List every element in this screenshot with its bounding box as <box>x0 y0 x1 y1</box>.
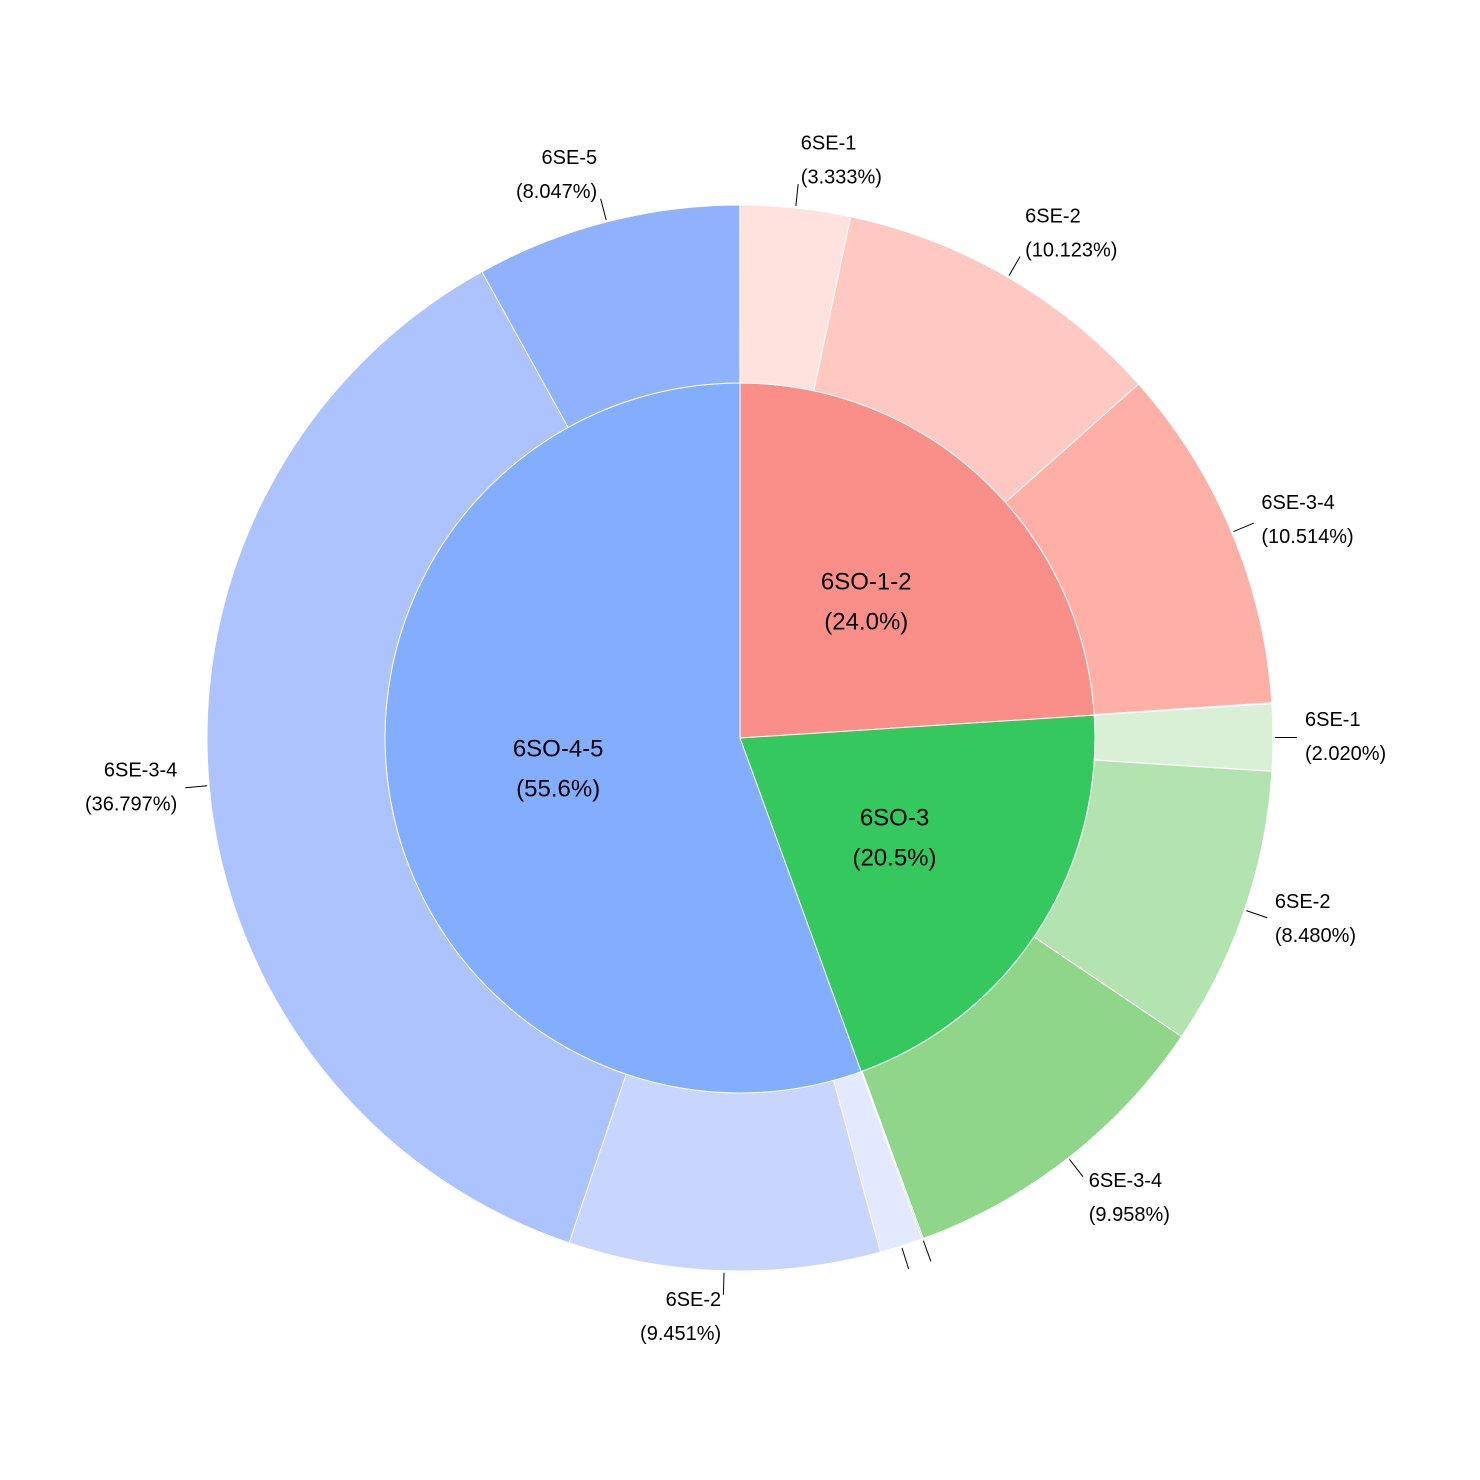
outer-slice <box>206 270 627 1244</box>
outer-value-label: (8.480%) <box>1275 925 1356 947</box>
leader-line <box>1008 256 1021 276</box>
leader-line <box>1246 910 1268 919</box>
leader-line <box>901 1247 910 1270</box>
outer-value-label: (2.020%) <box>1305 743 1386 765</box>
outer-label: 6SE-2 <box>666 1289 722 1311</box>
outer-value-label: (9.451%) <box>640 1323 721 1345</box>
outer-label: 6SE-2 <box>1025 206 1081 228</box>
inner-value-label: (55.6%) <box>516 775 600 802</box>
outer-value-label: (9.958%) <box>1089 1204 1170 1226</box>
outer-label: 6SE-3-4 <box>104 760 177 782</box>
leader-line <box>722 1272 725 1295</box>
outer-label: 6SE-1 <box>1305 709 1361 731</box>
inner-value-label: (24.0%) <box>824 609 908 636</box>
leader-line <box>600 198 607 221</box>
outer-slice <box>481 204 741 429</box>
outer-value-label: (10.514%) <box>1261 526 1353 548</box>
leader-line <box>1069 1159 1084 1178</box>
outer-label: 6SE-3-4 <box>1261 492 1334 514</box>
leader-line <box>922 1240 932 1262</box>
outer-value-label: (8.047%) <box>516 181 597 203</box>
outer-value-label: (10.123%) <box>1025 240 1117 262</box>
outer-label: 6SE-3-4 <box>1089 1170 1162 1192</box>
outer-slice <box>1093 703 1274 772</box>
leader-line <box>185 785 208 789</box>
outer-value-label: (36.797%) <box>85 794 177 816</box>
inner-label: 6SO-1-2 <box>821 569 912 596</box>
outer-label: 6SE-2 <box>1275 891 1331 913</box>
inner-label: 6SO-3 <box>860 804 929 831</box>
outer-value-label: (3.333%) <box>801 166 882 188</box>
leader-line <box>795 183 799 206</box>
outer-label: 6SE-1 <box>801 132 857 154</box>
inner-label: 6SO-4-5 <box>513 735 604 762</box>
leader-line <box>1233 522 1255 532</box>
outer-slice <box>1004 383 1273 716</box>
inner-value-label: (20.5%) <box>852 844 936 871</box>
outer-label: 6SE-5 <box>542 147 598 169</box>
